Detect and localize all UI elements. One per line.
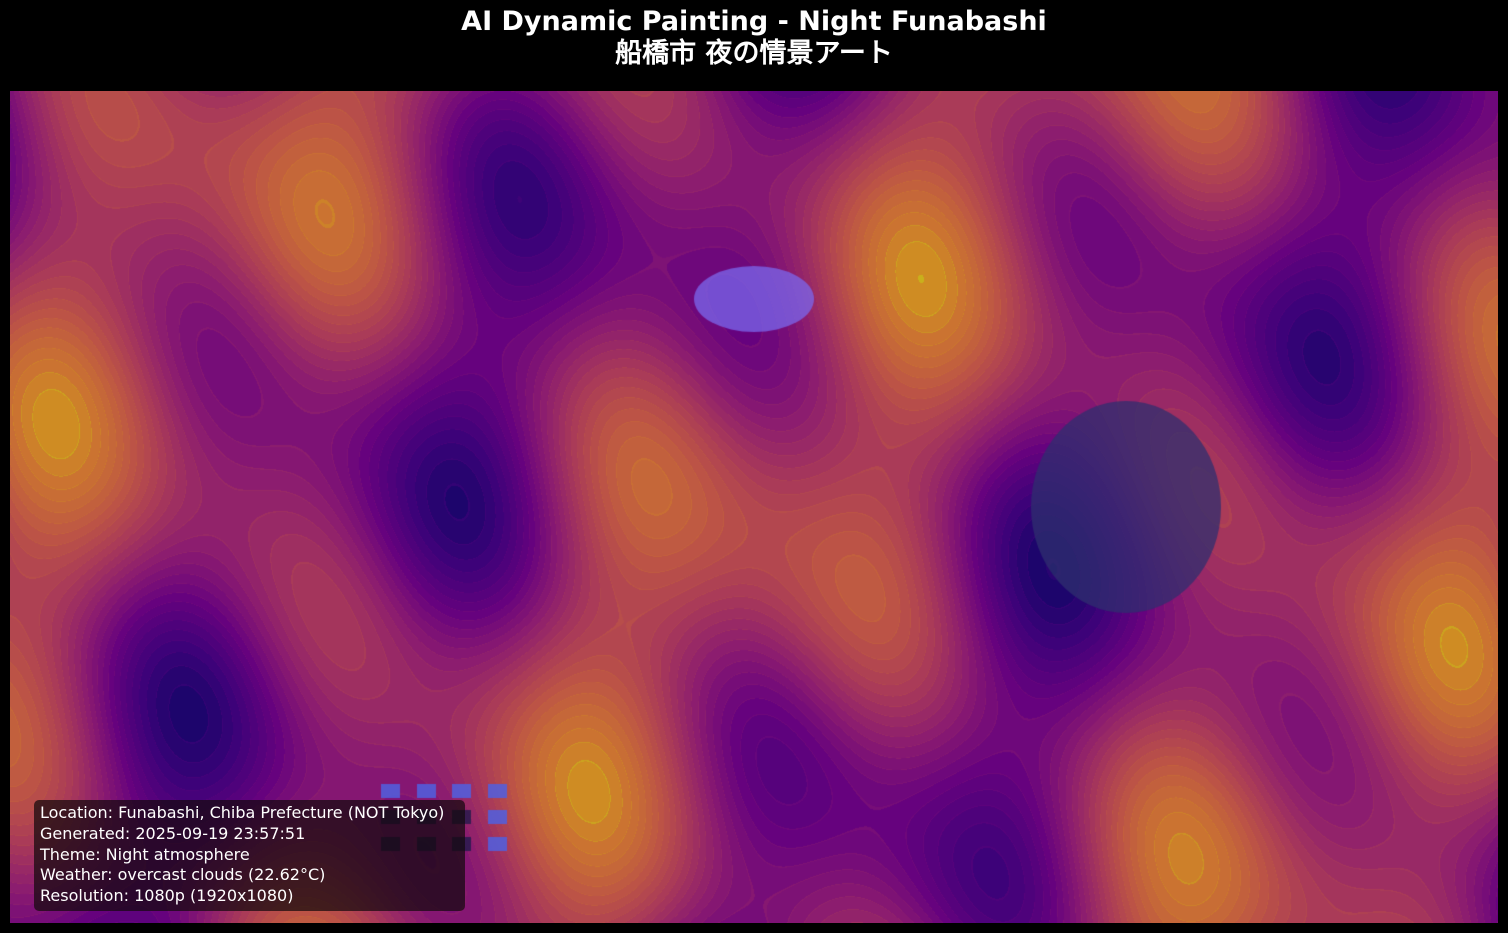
info-theme: Theme: Night atmosphere: [40, 844, 250, 864]
info-resolution: Resolution: 1080p (1920x1080): [40, 886, 294, 906]
figure-title: AI Dynamic Painting - Night Funabashi 船橋…: [0, 6, 1508, 70]
title-main: AI Dynamic Painting - Night Funabashi: [461, 6, 1047, 37]
contour-painting: [10, 91, 1498, 923]
title-sub: 船橋市 夜の情景アート: [615, 38, 893, 69]
info-box: Location: Funabashi, Chiba Prefecture (N…: [34, 800, 465, 911]
info-generated: Generated: 2025-09-19 23:57:51: [40, 823, 306, 843]
info-location: Location: Funabashi, Chiba Prefecture (N…: [40, 803, 445, 822]
painting-area: [10, 91, 1498, 923]
info-weather: Weather: overcast clouds (22.62°C): [40, 865, 326, 885]
